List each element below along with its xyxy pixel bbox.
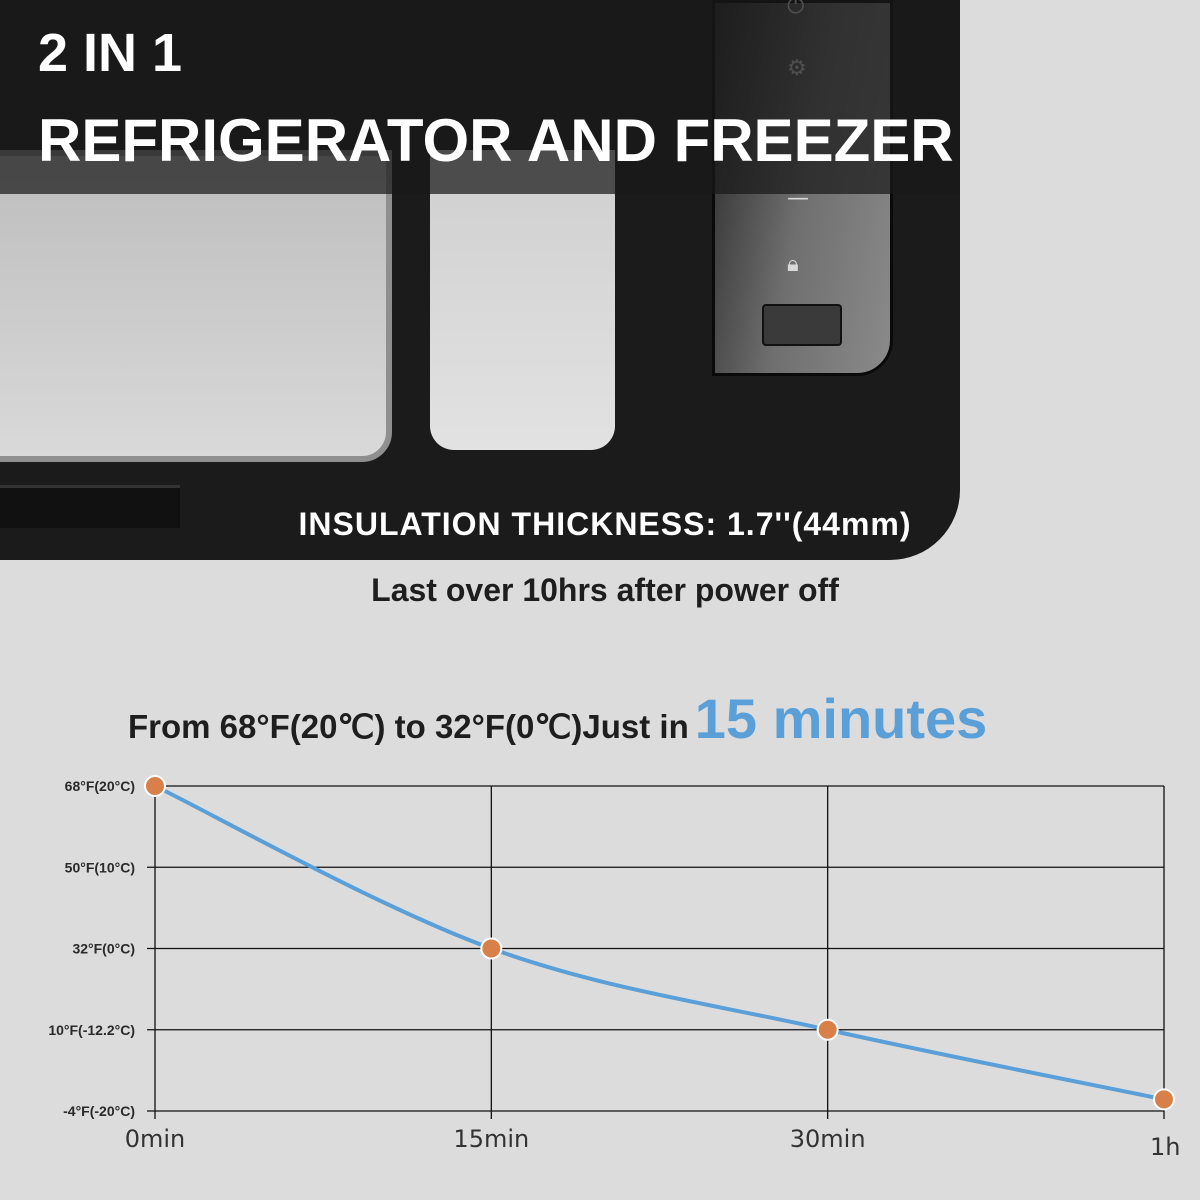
y-tick-label: 32°F(0°C) [72, 941, 135, 957]
y-tick-label: 10°F(-12.2°C) [48, 1022, 135, 1038]
series-line [154, 784, 1165, 1102]
lock-icon: 🔒︎ [787, 252, 799, 277]
data-point [816, 1018, 839, 1041]
chart-headline: From 68°F(20℃) to 32°F(0℃)Just in 15 minu… [128, 686, 987, 751]
data-point [480, 937, 503, 960]
headline-highlight: 15 minutes [694, 687, 988, 750]
title-line-1: 2 IN 1 [38, 23, 183, 83]
x-tick-label: 1h [1150, 1133, 1180, 1161]
y-tick-label: 50°F(10°C) [65, 859, 135, 875]
refrigerator-compartment [0, 150, 392, 462]
display-button [762, 304, 842, 346]
x-tick-label: 0min [125, 1125, 186, 1153]
retention-text: Last over 10hrs after power off [371, 572, 839, 608]
y-tick-label: 68°F(20°C) [65, 778, 135, 794]
headline-prefix: From 68°F(20℃) to 32°F(0℃)Just in [128, 708, 689, 745]
title-banner: 2 IN 1 REFRIGERATOR AND FREEZER [0, 0, 960, 194]
data-point [1153, 1088, 1175, 1111]
title-line-2: REFRIGERATOR AND FREEZER [38, 107, 954, 174]
y-tick-label: -4°F(-20°C) [63, 1103, 135, 1119]
data-point [144, 775, 166, 797]
cooling-chart: 68°F(20°C) 50°F(10°C) 32°F(0°C) 10°F(-12.2°… [48, 775, 1180, 1161]
handle-rail [0, 485, 180, 528]
x-tick-label: 30min [790, 1125, 866, 1153]
freezer-compartment [430, 150, 615, 450]
x-tick-label: 15min [453, 1125, 529, 1153]
insulation-text: INSULATION THICKNESS: 1.7''(44mm) [298, 506, 912, 542]
